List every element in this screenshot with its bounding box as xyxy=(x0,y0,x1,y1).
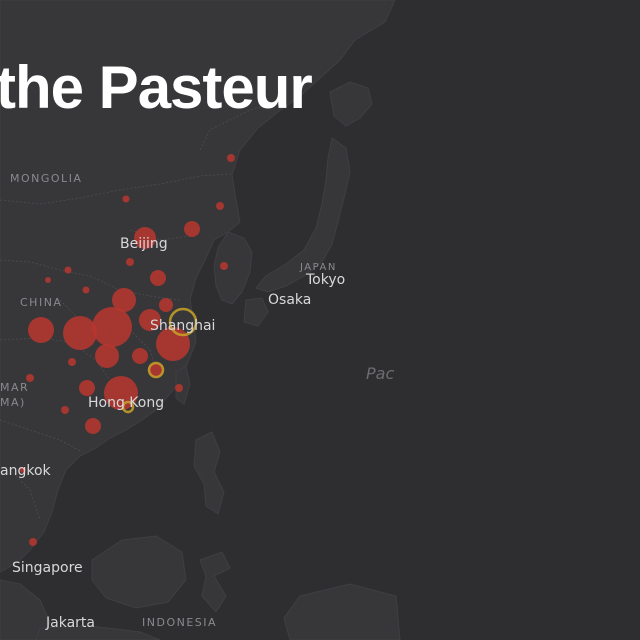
sumatra-island xyxy=(0,579,51,640)
japan-hokkaido xyxy=(329,81,373,127)
case-marker[interactable] xyxy=(132,348,148,364)
label-jakarta: Jakarta xyxy=(46,615,95,631)
headline: the Pasteur xyxy=(0,54,313,121)
japan-kyushu xyxy=(243,297,269,327)
case-marker[interactable] xyxy=(184,221,200,237)
case-marker[interactable] xyxy=(63,316,97,350)
label-tokyo: Tokyo xyxy=(306,272,346,288)
philippines-islands xyxy=(193,431,225,515)
label-mongolia: MONGOLIA xyxy=(10,172,83,185)
case-marker[interactable] xyxy=(68,358,76,366)
label-china: CHINA xyxy=(20,296,63,309)
highlight-marker[interactable] xyxy=(121,400,135,414)
case-marker[interactable] xyxy=(26,374,34,382)
label-myanmar-line1: MAR xyxy=(0,381,30,394)
case-marker[interactable] xyxy=(92,307,132,347)
label-japan: JAPAN xyxy=(300,262,337,273)
case-marker[interactable] xyxy=(175,384,183,392)
case-marker[interactable] xyxy=(220,262,228,270)
case-markers[interactable] xyxy=(20,154,235,546)
label-pacific-ocean: Pac xyxy=(366,364,395,383)
borneo-island xyxy=(91,535,187,609)
case-marker[interactable] xyxy=(45,277,51,283)
case-marker[interactable] xyxy=(134,227,156,249)
case-marker[interactable] xyxy=(159,298,173,312)
case-marker[interactable] xyxy=(126,258,134,266)
label-bangkok: angkok xyxy=(0,463,51,479)
case-marker[interactable] xyxy=(28,317,54,343)
case-marker[interactable] xyxy=(95,344,119,368)
case-marker[interactable] xyxy=(85,418,101,434)
case-marker[interactable] xyxy=(61,406,69,414)
case-marker[interactable] xyxy=(112,288,136,312)
case-marker[interactable] xyxy=(82,286,90,294)
label-hong-kong: Hong Kong xyxy=(88,395,165,411)
case-marker[interactable] xyxy=(79,380,95,396)
case-marker[interactable] xyxy=(20,467,26,473)
label-beijing: Beijing xyxy=(120,236,168,252)
case-marker[interactable] xyxy=(150,270,166,286)
japan-honshu xyxy=(255,137,351,293)
label-singapore: Singapore xyxy=(12,560,83,576)
highlight-marker[interactable] xyxy=(168,307,198,337)
case-marker[interactable] xyxy=(227,154,235,162)
case-marker[interactable] xyxy=(64,266,72,274)
new-guinea-island xyxy=(283,583,401,640)
highlight-marker[interactable] xyxy=(147,361,165,379)
korea-peninsula xyxy=(213,231,253,305)
java-island xyxy=(35,625,161,640)
case-marker[interactable] xyxy=(139,309,161,331)
label-myanmar-line2: MA) xyxy=(0,396,26,409)
case-marker[interactable] xyxy=(216,202,224,210)
case-marker[interactable] xyxy=(122,195,130,203)
label-osaka: Osaka xyxy=(268,292,312,308)
label-indonesia: INDONESIA xyxy=(142,616,218,629)
highlight-markers[interactable] xyxy=(121,307,198,414)
case-marker[interactable] xyxy=(29,538,37,546)
admin-borders xyxy=(0,103,271,521)
sulawesi-island xyxy=(199,551,231,613)
label-shanghai: Shanghai xyxy=(150,318,216,334)
taiwan-island xyxy=(175,365,191,405)
